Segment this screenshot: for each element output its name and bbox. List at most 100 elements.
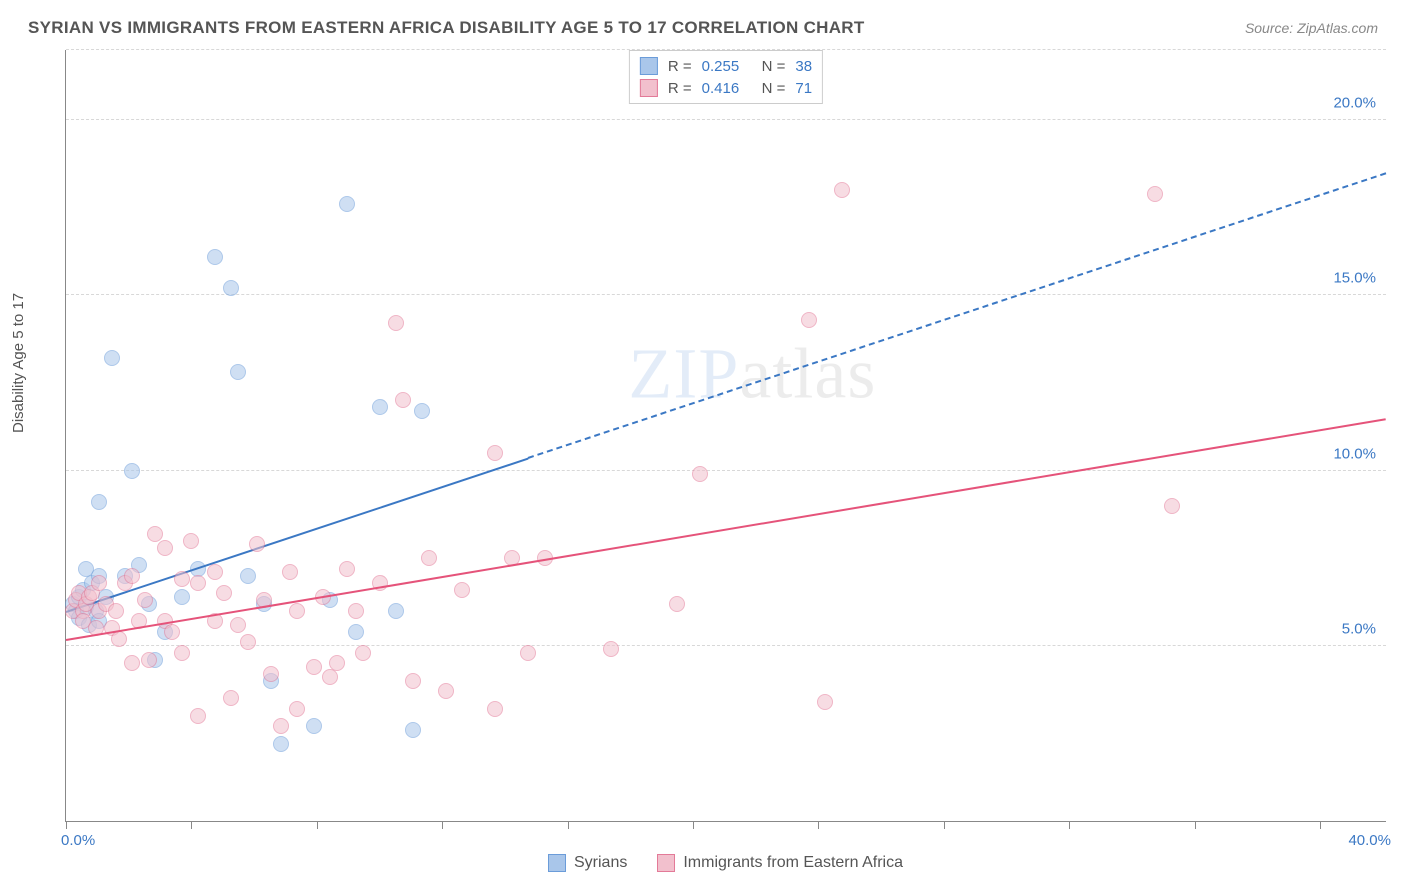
data-point	[329, 655, 345, 671]
legend-swatch	[640, 79, 658, 97]
data-point	[603, 641, 619, 657]
data-point	[405, 722, 421, 738]
data-point	[183, 533, 199, 549]
watermark: ZIPatlas	[628, 332, 876, 415]
gridline	[66, 470, 1386, 471]
legend-n-value: 71	[795, 80, 812, 97]
data-point	[230, 617, 246, 633]
data-point	[91, 575, 107, 591]
x-tick	[317, 821, 318, 829]
data-point	[124, 463, 140, 479]
y-tick-label: 15.0%	[1333, 270, 1376, 287]
legend-swatch	[657, 854, 675, 872]
watermark-atlas: atlas	[739, 333, 876, 413]
data-point	[190, 575, 206, 591]
data-point	[104, 350, 120, 366]
data-point	[372, 399, 388, 415]
data-point	[306, 718, 322, 734]
data-point	[141, 652, 157, 668]
data-point	[111, 631, 127, 647]
data-point	[223, 690, 239, 706]
data-point	[164, 624, 180, 640]
data-point	[421, 550, 437, 566]
data-point	[174, 645, 190, 661]
data-point	[91, 494, 107, 510]
data-point	[306, 659, 322, 675]
data-point	[454, 582, 470, 598]
data-point	[817, 694, 833, 710]
x-tick	[1195, 821, 1196, 829]
data-point	[124, 568, 140, 584]
x-tick	[568, 821, 569, 829]
legend-row: R =0.255N =38	[640, 55, 812, 77]
data-point	[273, 736, 289, 752]
data-point	[692, 466, 708, 482]
y-axis-label: Disability Age 5 to 17	[10, 293, 27, 433]
data-point	[348, 603, 364, 619]
legend-swatch	[548, 854, 566, 872]
series-legend-item: Syrians	[548, 854, 627, 872]
data-point	[137, 592, 153, 608]
legend-stat: N =	[762, 58, 786, 75]
data-point	[339, 561, 355, 577]
data-point	[834, 182, 850, 198]
data-point	[273, 718, 289, 734]
data-point	[339, 196, 355, 212]
data-point	[124, 655, 140, 671]
data-point	[147, 526, 163, 542]
legend-row: R = 0.416 N = 71	[640, 77, 812, 99]
trend-line	[528, 173, 1387, 460]
data-point	[355, 645, 371, 661]
y-tick-label: 5.0%	[1342, 620, 1376, 637]
legend-swatch	[640, 57, 658, 75]
data-point	[207, 564, 223, 580]
data-point	[348, 624, 364, 640]
data-point	[669, 596, 685, 612]
data-point	[157, 540, 173, 556]
legend-n-value: 38	[795, 58, 812, 75]
legend-stat: N =	[762, 80, 786, 97]
x-tick	[1320, 821, 1321, 829]
x-tick	[1069, 821, 1070, 829]
data-point	[216, 585, 232, 601]
x-tick	[944, 821, 945, 829]
correlation-legend: R =0.255N =38R =0.416N =71	[629, 50, 823, 104]
data-point	[289, 701, 305, 717]
x-tick	[693, 821, 694, 829]
x-tick	[818, 821, 819, 829]
chart-title: SYRIAN VS IMMIGRANTS FROM EASTERN AFRICA…	[28, 18, 865, 38]
gridline	[66, 119, 1386, 120]
legend-r-value: 0.416	[702, 80, 752, 97]
data-point	[520, 645, 536, 661]
series-legend-item: Immigrants from Eastern Africa	[657, 854, 903, 872]
data-point	[263, 666, 279, 682]
data-point	[1147, 186, 1163, 202]
gridline	[66, 645, 1386, 646]
data-point	[438, 683, 454, 699]
data-point	[801, 312, 817, 328]
series-legend: Syrians Immigrants from Eastern Africa	[65, 854, 1386, 872]
series-name: Syrians	[574, 854, 627, 872]
data-point	[388, 603, 404, 619]
chart-container: Disability Age 5 to 17 R =0.255N =38R =0…	[20, 50, 1386, 872]
legend-stat: R =	[668, 58, 692, 75]
data-point	[207, 249, 223, 265]
legend-stat: R =	[668, 80, 692, 97]
data-point	[395, 392, 411, 408]
data-point	[414, 403, 430, 419]
x-axis-start: 0.0%	[61, 832, 95, 849]
x-tick	[191, 821, 192, 829]
data-point	[487, 701, 503, 717]
data-point	[223, 280, 239, 296]
y-tick-label: 10.0%	[1333, 445, 1376, 462]
data-point	[174, 571, 190, 587]
trend-line	[66, 418, 1386, 641]
data-point	[108, 603, 124, 619]
data-point	[240, 634, 256, 650]
data-point	[174, 589, 190, 605]
data-point	[230, 364, 246, 380]
data-point	[190, 708, 206, 724]
x-tick	[442, 821, 443, 829]
gridline	[66, 294, 1386, 295]
data-point	[487, 445, 503, 461]
